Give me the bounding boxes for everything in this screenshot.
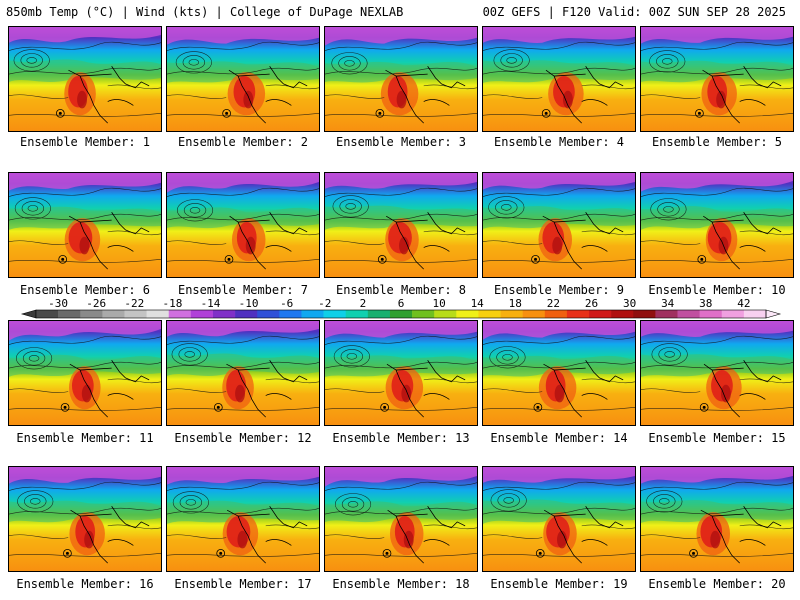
ensemble-member-label: Ensemble Member: 3 <box>335 135 467 149</box>
ensemble-member-label: Ensemble Member: 5 <box>651 135 783 149</box>
colorbar-segment <box>633 310 656 318</box>
colorbar-segment <box>544 310 568 318</box>
colorbar-tick-label: 18 <box>509 297 522 310</box>
colorbar-segment <box>235 310 258 318</box>
ensemble-member-label: Ensemble Member: 13 <box>332 431 470 445</box>
ensemble-map-panel <box>8 466 162 572</box>
ensemble-map-panel <box>482 320 636 426</box>
colorbar-segment <box>190 310 214 318</box>
colorbar-tick-label: -26 <box>86 297 106 310</box>
colorbar-tick-label: -18 <box>162 297 182 310</box>
colorbar-segment <box>36 310 59 318</box>
ensemble-map-panel <box>482 26 636 132</box>
ensemble-map-panel <box>166 320 320 426</box>
ensemble-map-panel <box>324 26 478 132</box>
colorbar-tick-label: -30 <box>48 297 68 310</box>
colorbar-segment <box>168 310 192 318</box>
ensemble-member-label: Ensemble Member: 12 <box>174 431 312 445</box>
ensemble-member-label: Ensemble Member: 7 <box>177 283 309 297</box>
colorbar-segment <box>478 310 501 318</box>
colorbar-segment <box>721 310 745 318</box>
map-title: 850mb Temp (°C) | Wind (kts) | College o… <box>6 5 404 19</box>
ensemble-member-label: Ensemble Member: 10 <box>648 283 786 297</box>
colorbar-tick-label: -10 <box>239 297 259 310</box>
colorbar-segment <box>323 310 346 318</box>
ensemble-map-panel <box>324 466 478 572</box>
ensemble-map-panel <box>640 320 794 426</box>
colorbar-segment <box>412 310 435 318</box>
ensemble-member-label: Ensemble Member: 17 <box>174 577 312 591</box>
colorbar-segment <box>611 310 634 318</box>
colorbar-segment <box>434 310 457 318</box>
ensemble-member-label: Ensemble Member: 1 <box>19 135 151 149</box>
colorbar-segment <box>589 310 612 318</box>
ensemble-map-panel <box>324 172 478 278</box>
colorbar-segment <box>367 310 391 318</box>
ensemble-member-label: Ensemble Member: 4 <box>493 135 625 149</box>
colorbar-segment <box>80 310 103 318</box>
colorbar-segment <box>500 310 523 318</box>
ensemble-member-label: Ensemble Member: 14 <box>490 431 628 445</box>
colorbar-tick-label: 10 <box>432 297 445 310</box>
colorbar-segment <box>522 310 546 318</box>
ensemble-map-panel <box>640 172 794 278</box>
colorbar-segment <box>212 310 236 318</box>
ensemble-map-panel <box>8 172 162 278</box>
ensemble-member-label: Ensemble Member: 18 <box>332 577 470 591</box>
ensemble-member-label: Ensemble Member: 6 <box>19 283 151 297</box>
ensemble-map-panel <box>482 172 636 278</box>
colorbar-segment <box>301 310 324 318</box>
temperature-colorbar: -30 -26 -22 -18 -14 -10 -6 -2 2 6 10 14 18 22 26 30 34 38… <box>20 297 782 319</box>
ensemble-member-label: Ensemble Member: 2 <box>177 135 309 149</box>
ensemble-map-panel <box>324 320 478 426</box>
colorbar-tick-label: 14 <box>471 297 485 310</box>
ensemble-map-panel <box>166 172 320 278</box>
colorbar-tick-label: 26 <box>585 297 598 310</box>
colorbar-min-arrow <box>20 309 37 319</box>
ensemble-map-panel <box>166 26 320 132</box>
colorbar-tick-label: 38 <box>699 297 712 310</box>
ensemble-map-panel <box>640 466 794 572</box>
ensemble-member-label: Ensemble Member: 8 <box>335 283 467 297</box>
colorbar-tick-label: -22 <box>124 297 144 310</box>
colorbar-max-arrow <box>765 309 782 319</box>
ensemble-member-label: Ensemble Member: 9 <box>493 283 625 297</box>
colorbar-tick-label: -2 <box>318 297 331 310</box>
ensemble-member-label: Ensemble Member: 20 <box>648 577 786 591</box>
colorbar-segment <box>743 310 767 318</box>
ensemble-map-panel <box>482 466 636 572</box>
colorbar-tick-label: 34 <box>661 297 675 310</box>
colorbar-segment <box>389 310 413 318</box>
ensemble-member-label: Ensemble Member: 19 <box>490 577 628 591</box>
ensemble-member-label: Ensemble Member: 15 <box>648 431 786 445</box>
colorbar-segment <box>124 310 147 318</box>
colorbar-segment <box>655 310 678 318</box>
colorbar-segment <box>699 310 723 318</box>
ensemble-member-label: Ensemble Member: 16 <box>16 577 154 591</box>
colorbar-segment <box>146 310 170 318</box>
colorbar-tick-label: -6 <box>280 297 293 310</box>
colorbar-tick-label: 2 <box>360 297 367 310</box>
colorbar-segment <box>279 310 302 318</box>
colorbar-tick-label: 22 <box>547 297 560 310</box>
colorbar-segment <box>456 310 479 318</box>
ensemble-member-label: Ensemble Member: 11 <box>16 431 154 445</box>
ensemble-map-panel <box>8 26 162 132</box>
ensemble-map-panel <box>166 466 320 572</box>
colorbar-tick-label: 30 <box>623 297 636 310</box>
colorbar-segment <box>58 310 81 318</box>
colorbar-segment <box>102 310 125 318</box>
colorbar-segment <box>677 310 700 318</box>
ensemble-map-panel <box>8 320 162 426</box>
colorbar-segment <box>566 310 590 318</box>
model-run-info: 00Z GEFS | F120 Valid: 00Z SUN SEP 28 20… <box>482 5 786 19</box>
colorbar-segment <box>345 310 369 318</box>
ensemble-map-panel <box>640 26 794 132</box>
colorbar-tick-label: 42 <box>737 297 750 310</box>
colorbar-segment <box>257 310 280 318</box>
colorbar-tick-label: -14 <box>201 297 221 310</box>
colorbar-tick-label: 6 <box>398 297 405 310</box>
